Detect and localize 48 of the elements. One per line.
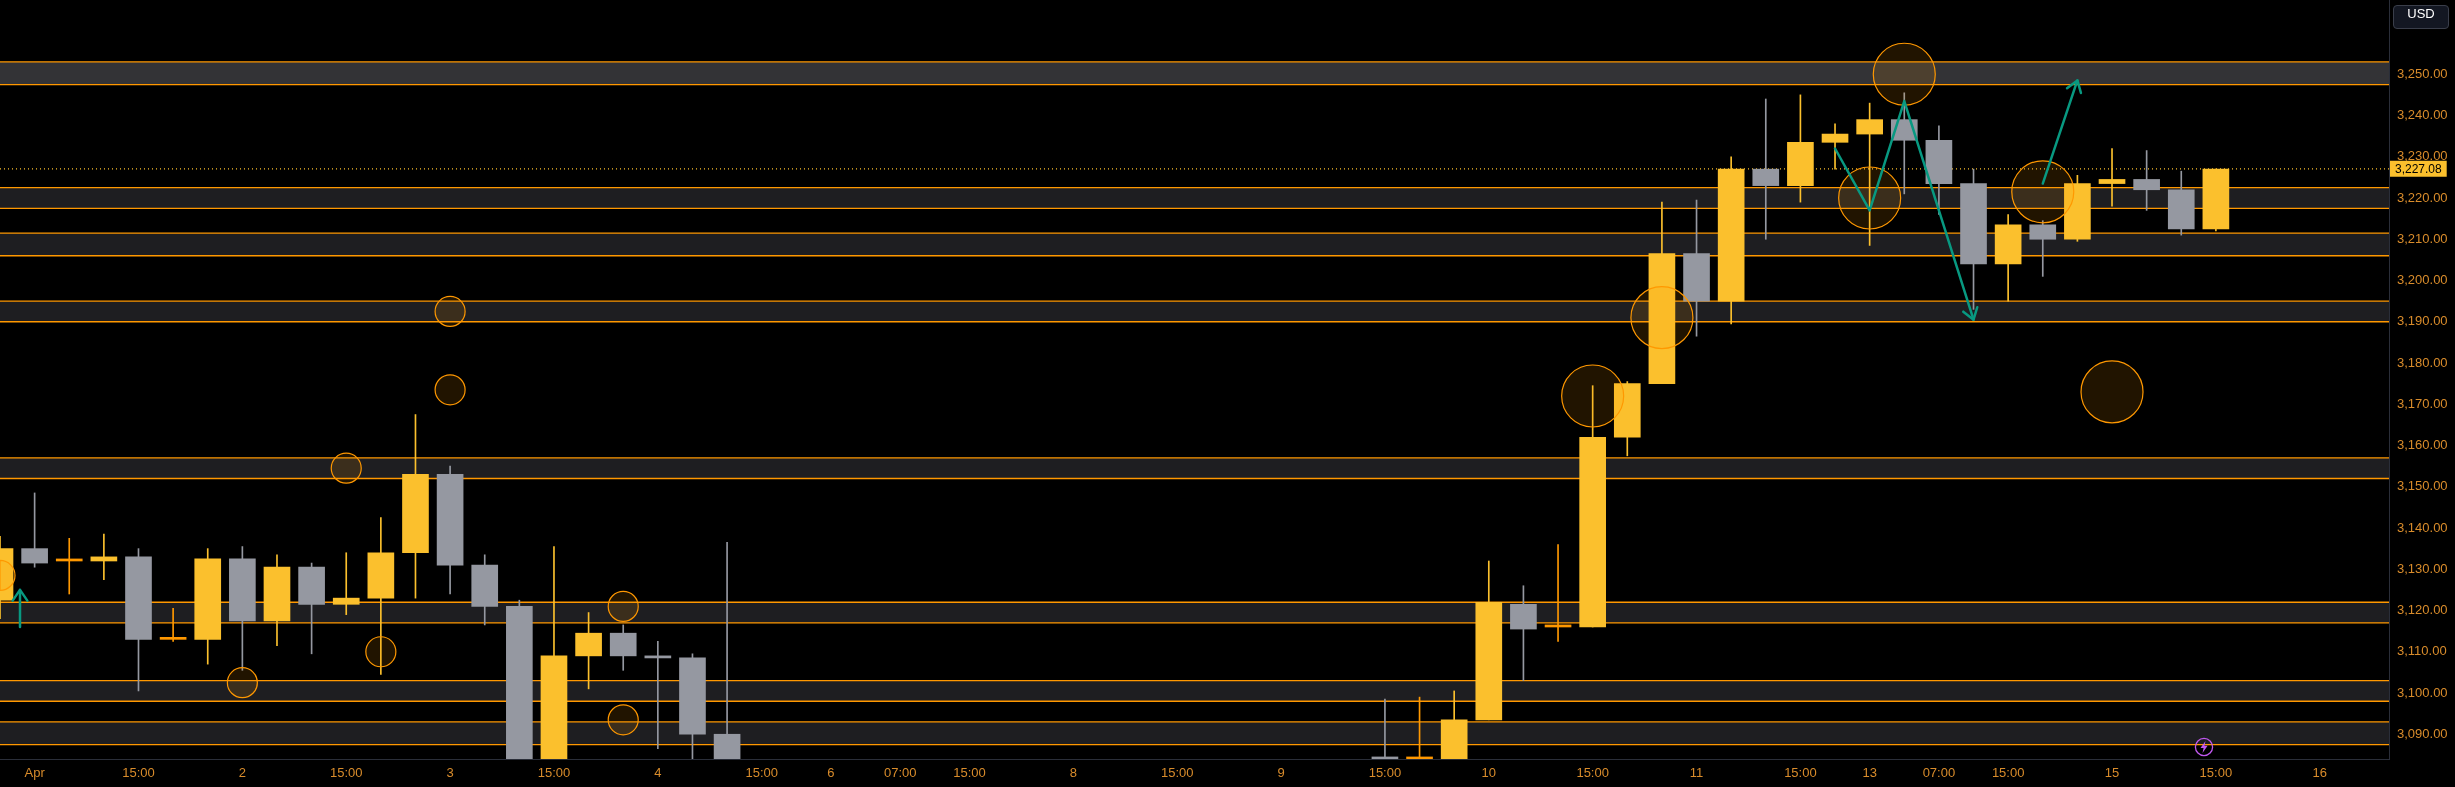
x-tick-label: Apr [24, 765, 46, 781]
x-tick-label: 10 [1481, 765, 1497, 781]
x-tick-label: 3 [446, 765, 454, 781]
x-tick-label: 11 [1689, 765, 1704, 781]
candlestick [332, 552, 360, 615]
x-tick-label: 15:00 [2199, 765, 2233, 781]
x-tick-label: 8 [1069, 765, 1077, 781]
y-tick-label: 3,150.00 [2397, 478, 2448, 494]
x-tick-label: 15:00 [1368, 765, 1402, 781]
x-tick-label: 15:00 [122, 765, 155, 781]
y-tick-label: 3,120.00 [2397, 602, 2448, 618]
y-tick-label: 3,220.00 [2397, 189, 2448, 205]
x-tick-label: 15:00 [1576, 765, 1609, 781]
x-tick-label: 15:00 [745, 765, 778, 781]
candlestick [1752, 98, 1780, 240]
y-tick-label: 3,100.00 [2397, 684, 2448, 700]
y-tick-label: 3,180.00 [2397, 354, 2448, 370]
y-tick-label: 3,140.00 [2397, 519, 2448, 535]
x-tick-label: 07:00 [1922, 765, 1956, 781]
candlestick [2098, 148, 2126, 207]
y-tick-label: 3,160.00 [2397, 437, 2448, 453]
y-tick-label: 3,210.00 [2397, 230, 2448, 246]
x-tick-label: 2 [238, 765, 246, 781]
ref-line-label: 3,227.08 [2395, 161, 2443, 176]
x-tick-label: 16 [2312, 765, 2327, 781]
y-tick-label: 3,130.00 [2397, 560, 2448, 576]
x-tick-label: 15 [2104, 765, 2120, 781]
y-tick-label: 3,200.00 [2397, 272, 2448, 288]
x-tick-label: 15:00 [329, 765, 363, 781]
x-tick-label: 6 [827, 765, 835, 781]
y-tick-label: 3,250.00 [2397, 65, 2448, 81]
y-tick-label: 3,110.00 [2397, 643, 2447, 659]
x-tick-label: 15:00 [537, 765, 571, 781]
y-tick-label: 3,240.00 [2397, 107, 2448, 123]
x-tick-label: 15:00 [1160, 765, 1194, 781]
y-tick-label: 3,190.00 [2397, 313, 2448, 329]
y-tick-label: 3,090.00 [2397, 725, 2448, 741]
y-tick-label: 3,170.00 [2397, 395, 2448, 411]
y-axis-title: USD [2393, 5, 2449, 29]
x-tick-label: 4 [654, 765, 662, 781]
x-tick-label: 15:00 [953, 765, 986, 781]
x-tick-label: 15:00 [1784, 765, 1817, 781]
candlestick [713, 542, 741, 759]
x-tick-label: 9 [1277, 765, 1285, 781]
y-tick-label: 3,230.00 [2397, 148, 2448, 164]
x-tick-label: 13 [1862, 765, 1877, 781]
x-tick-label: 15:00 [1991, 765, 2025, 781]
x-tick-label: 07:00 [883, 765, 917, 781]
